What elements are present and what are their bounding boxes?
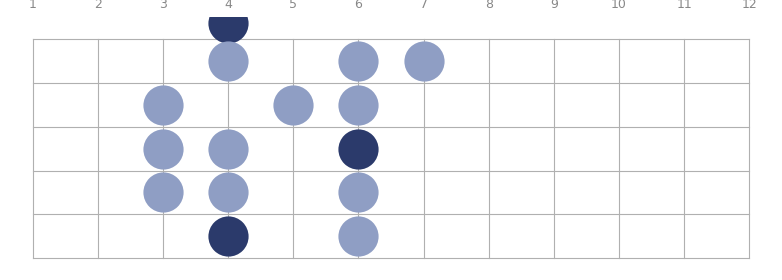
Text: 6: 6 [354, 0, 362, 11]
Text: 10: 10 [612, 0, 627, 11]
Text: 4: 4 [224, 0, 232, 11]
Text: 7: 7 [420, 0, 428, 11]
Text: 9: 9 [550, 0, 558, 11]
Text: 11: 11 [676, 0, 692, 11]
Text: 1: 1 [29, 0, 37, 11]
Text: 12: 12 [741, 0, 757, 11]
Text: 3: 3 [159, 0, 167, 11]
Text: 2: 2 [94, 0, 102, 11]
Text: 5: 5 [289, 0, 297, 11]
Text: 8: 8 [485, 0, 493, 11]
